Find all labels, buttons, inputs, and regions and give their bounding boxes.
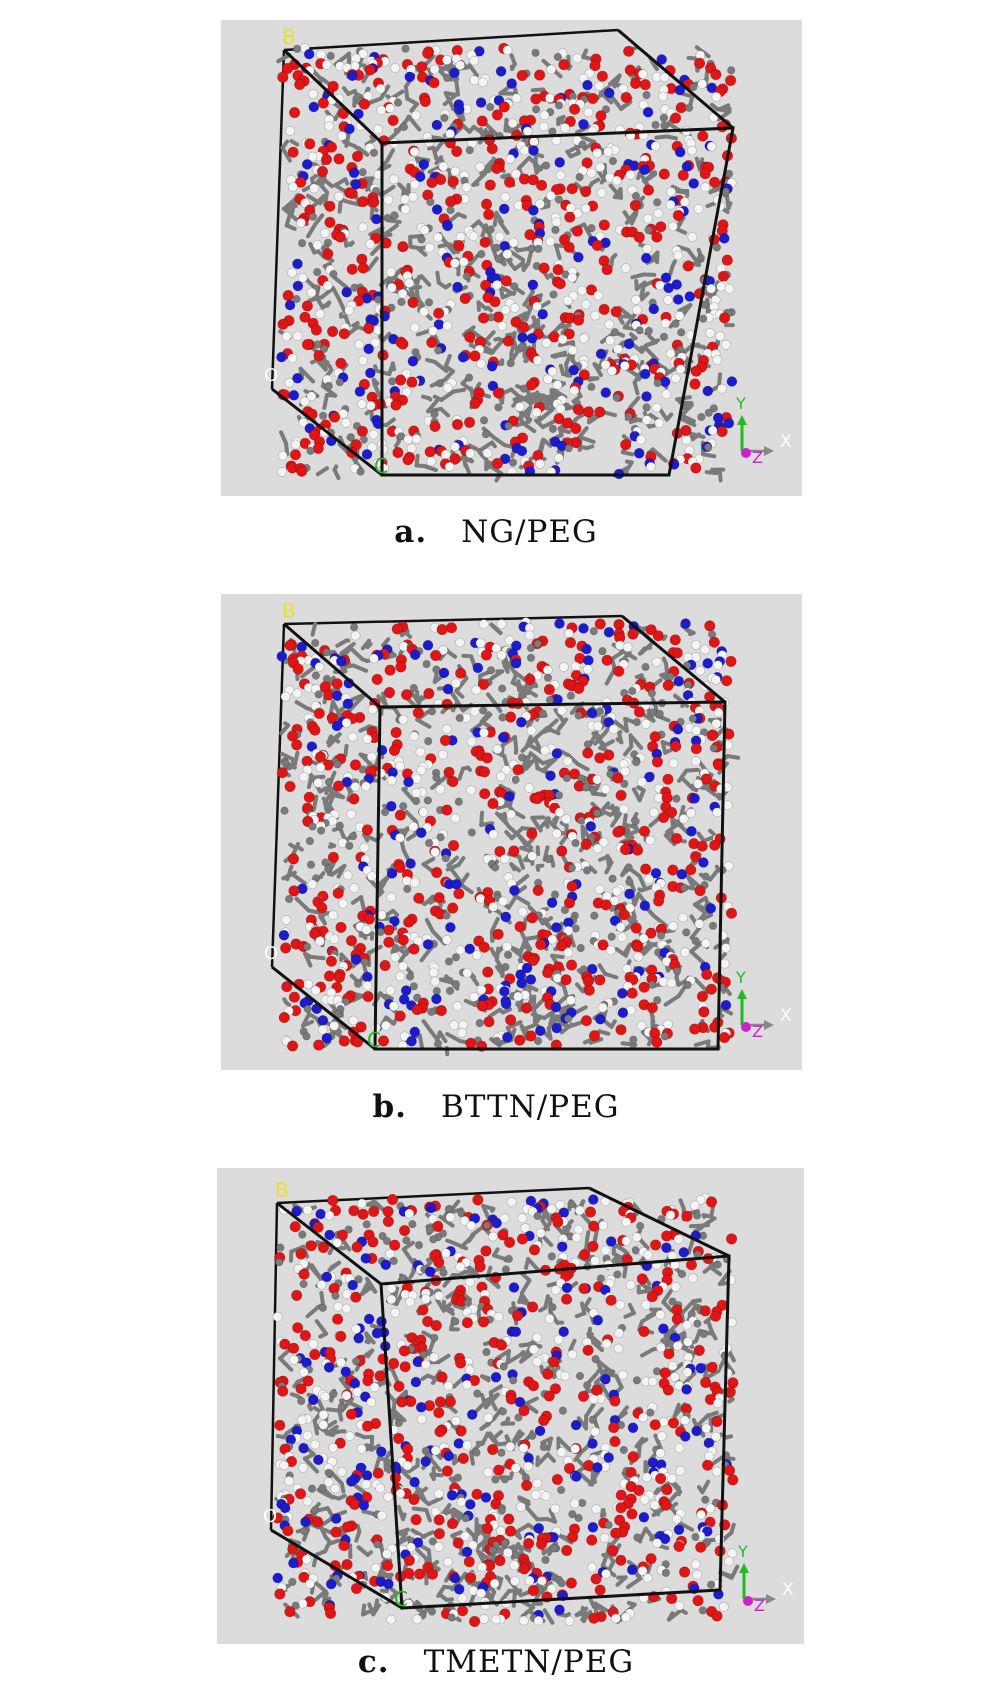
caption-name-b: BTTN/PEG <box>440 1089 620 1125</box>
cell-front-edges <box>270 1186 731 1610</box>
caption-name-a: NG/PEG <box>461 514 598 550</box>
caption-label-b: b. <box>372 1089 407 1125</box>
axis-label-z: Z <box>752 1022 763 1041</box>
caption-label-c: c. <box>357 1644 390 1680</box>
axis-label-z: Z <box>754 1596 765 1615</box>
corner-label-b: B <box>282 599 296 623</box>
caption-b: b. BTTN/PEG <box>0 1089 992 1125</box>
molecules <box>272 1193 740 1628</box>
simulation-cell-c: B O C Y XZ <box>217 1168 804 1644</box>
corner-label-c: C <box>367 1028 381 1052</box>
axis-triad <box>737 989 774 1032</box>
axis-label-z: Z <box>752 448 763 467</box>
caption-c: c. TMETN/PEG <box>0 1644 992 1680</box>
caption-label-a: a. <box>394 514 428 550</box>
axis-triad <box>739 1563 776 1606</box>
axis-label-x: X <box>780 432 792 452</box>
corner-label-o: O <box>264 943 278 964</box>
corner-label-c: C <box>394 1587 408 1611</box>
caption-a: a. NG/PEG <box>0 514 992 550</box>
corner-label-b: B <box>275 1178 289 1202</box>
simulation-cell-a: B O C Y XZ <box>221 20 802 496</box>
axis-label-x: X <box>780 1006 792 1026</box>
corner-label-b: B <box>282 25 296 49</box>
axis-label-y: Y <box>735 968 746 987</box>
molecules <box>276 617 741 1057</box>
corner-label-c: C <box>374 454 388 478</box>
cell-front-edges <box>271 28 735 477</box>
axis-triad <box>737 415 774 458</box>
axis-label-y: Y <box>735 394 746 413</box>
axis-label-x: X <box>782 1580 794 1600</box>
cell-front-edges <box>271 614 727 1051</box>
simulation-cell-b: B O C Y XZ <box>221 594 802 1070</box>
corner-label-o: O <box>264 365 278 386</box>
axis-label-y: Y <box>737 1542 748 1561</box>
caption-name-c: TMETN/PEG <box>423 1644 635 1680</box>
corner-label-o: O <box>263 1506 277 1527</box>
